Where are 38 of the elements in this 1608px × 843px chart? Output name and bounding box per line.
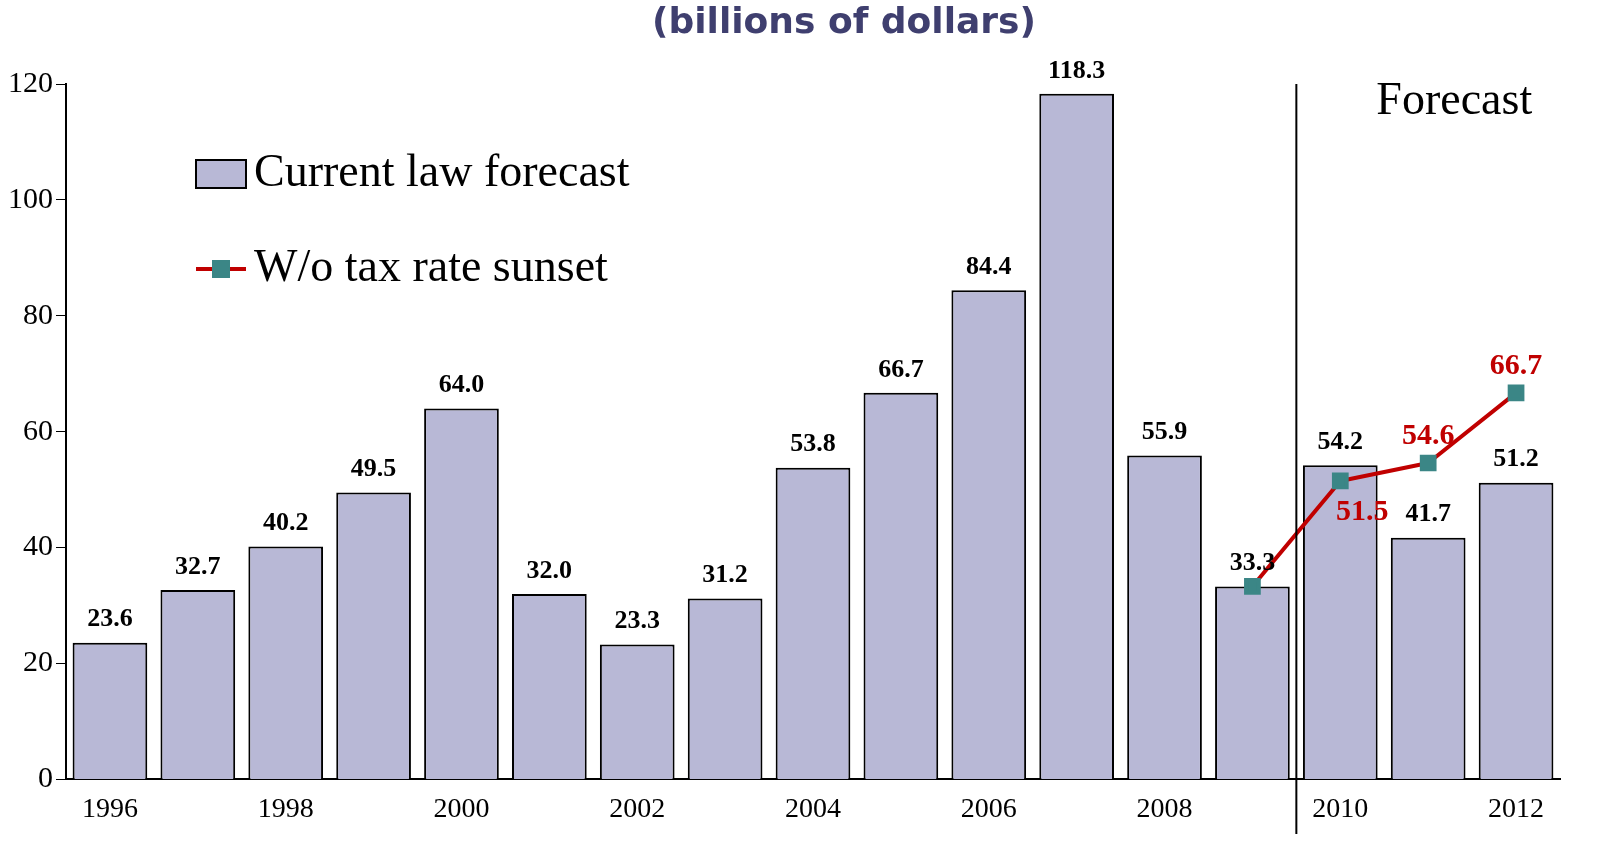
y-tick-label: 20 (23, 644, 53, 678)
y-tick-label: 100 (8, 180, 53, 214)
data-label: 118.3 (1048, 54, 1106, 84)
x-tick-label: 2002 (609, 791, 666, 823)
data-label: 84.4 (966, 251, 1012, 281)
data-label: 32.7 (175, 550, 221, 580)
y-tick-label: 60 (23, 412, 53, 446)
data-label: 23.6 (87, 603, 133, 633)
y-tick-label: 40 (23, 528, 53, 562)
x-tick-label: 1998 (257, 791, 314, 823)
x-tick-label: 2006 (960, 791, 1017, 823)
data-label: 31.2 (702, 559, 748, 589)
data-label: 54.2 (1317, 426, 1364, 456)
x-tick-label: 1996 (81, 791, 138, 823)
data-label: 66.7 (1489, 346, 1543, 380)
data-label: 49.5 (350, 453, 397, 483)
legend-label: Current law forecast (254, 145, 630, 197)
ref-line-label: Forecast (1376, 73, 1533, 125)
data-label: 41.7 (1405, 498, 1451, 528)
y-tick-label: 120 (8, 64, 53, 98)
x-tick-label: 2010 (1312, 791, 1369, 823)
data-label: 23.3 (614, 605, 660, 635)
y-tick-label: 0 (38, 760, 53, 794)
x-tick-label: 2012 (1488, 791, 1545, 823)
x-tick-label: 2000 (433, 791, 490, 823)
x-tick-label: 2004 (785, 791, 841, 823)
data-label: 40.2 (262, 507, 309, 537)
data-label: 64.0 (438, 369, 485, 399)
data-label: 53.8 (790, 428, 836, 458)
chart-title: (billions of dollars) (651, 0, 1037, 43)
data-label: 55.9 (1141, 416, 1188, 446)
data-label: 51.2 (1493, 443, 1539, 473)
data-label: 66.7 (878, 353, 924, 383)
y-tick-label: 80 (23, 296, 53, 330)
x-tick-label: 2008 (1136, 791, 1193, 823)
legend-label: W/o tax rate sunset (254, 240, 609, 292)
data-label: 32.0 (526, 554, 573, 584)
data-label: 54.6 (1401, 416, 1455, 450)
